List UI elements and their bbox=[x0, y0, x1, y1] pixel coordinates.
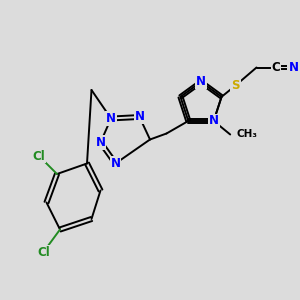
Text: N: N bbox=[288, 61, 298, 74]
Text: N: N bbox=[134, 110, 145, 124]
Text: N: N bbox=[95, 136, 106, 149]
Text: N: N bbox=[110, 157, 121, 170]
Text: N: N bbox=[196, 75, 206, 88]
Text: S: S bbox=[231, 79, 240, 92]
Text: N: N bbox=[106, 112, 116, 125]
Text: N: N bbox=[209, 115, 219, 128]
Text: Cl: Cl bbox=[37, 245, 50, 259]
Text: Cl: Cl bbox=[33, 149, 45, 163]
Text: CH₃: CH₃ bbox=[236, 130, 257, 140]
Text: C: C bbox=[272, 61, 280, 74]
